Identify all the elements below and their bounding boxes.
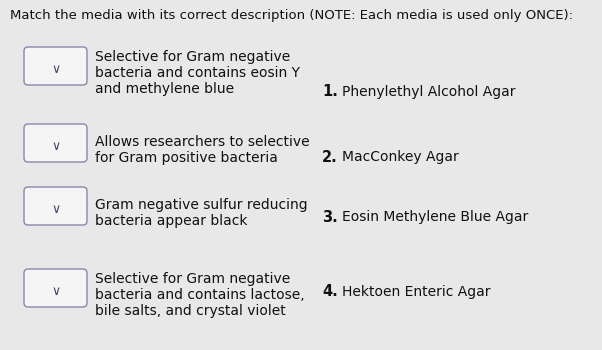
Text: 2.: 2. xyxy=(322,149,338,164)
Text: and methylene blue: and methylene blue xyxy=(95,82,234,96)
Text: ∨: ∨ xyxy=(51,140,60,153)
Text: for Gram positive bacteria: for Gram positive bacteria xyxy=(95,151,278,165)
Text: Eosin Methylene Blue Agar: Eosin Methylene Blue Agar xyxy=(342,210,528,224)
Text: 3.: 3. xyxy=(322,210,338,224)
Text: 4.: 4. xyxy=(322,285,338,300)
Text: Selective for Gram negative: Selective for Gram negative xyxy=(95,50,290,64)
Text: Selective for Gram negative: Selective for Gram negative xyxy=(95,272,290,286)
Text: bacteria appear black: bacteria appear black xyxy=(95,214,247,228)
Text: Allows researchers to selective: Allows researchers to selective xyxy=(95,135,309,149)
Text: ∨: ∨ xyxy=(51,63,60,76)
FancyBboxPatch shape xyxy=(24,124,87,162)
Text: Hektoen Enteric Agar: Hektoen Enteric Agar xyxy=(342,285,491,299)
FancyBboxPatch shape xyxy=(24,187,87,225)
Text: ∨: ∨ xyxy=(51,285,60,298)
FancyBboxPatch shape xyxy=(24,269,87,307)
Text: bile salts, and crystal violet: bile salts, and crystal violet xyxy=(95,304,286,318)
Text: bacteria and contains eosin Y: bacteria and contains eosin Y xyxy=(95,66,300,80)
Text: Match the media with its correct description (NOTE: Each media is used only ONCE: Match the media with its correct descrip… xyxy=(10,9,573,22)
Text: 1.: 1. xyxy=(322,84,338,99)
FancyBboxPatch shape xyxy=(24,47,87,85)
Text: Phenylethyl Alcohol Agar: Phenylethyl Alcohol Agar xyxy=(342,85,515,99)
Text: MacConkey Agar: MacConkey Agar xyxy=(342,150,459,164)
Text: Gram negative sulfur reducing: Gram negative sulfur reducing xyxy=(95,198,308,212)
Text: ∨: ∨ xyxy=(51,203,60,216)
Text: bacteria and contains lactose,: bacteria and contains lactose, xyxy=(95,288,305,302)
